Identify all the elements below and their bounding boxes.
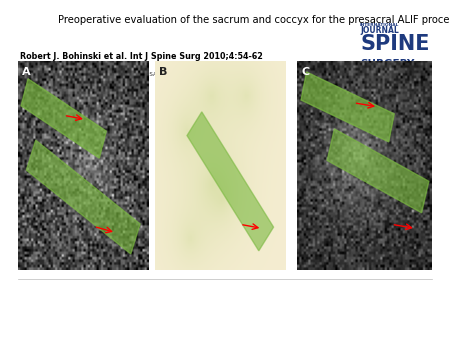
Text: INTERNATIONAL: INTERNATIONAL bbox=[360, 23, 400, 27]
Text: SPINE: SPINE bbox=[360, 34, 429, 54]
Text: © 2010 Published by Elsevier Inc. on behalf of SAS - The International Society f: © 2010 Published by Elsevier Inc. on beh… bbox=[20, 71, 255, 82]
Polygon shape bbox=[327, 129, 429, 213]
Text: Preoperative evaluation of the sacrum and coccyx for the presacral ALIF procedur: Preoperative evaluation of the sacrum an… bbox=[58, 15, 450, 25]
Polygon shape bbox=[27, 140, 140, 254]
Text: SURGERY: SURGERY bbox=[360, 59, 414, 69]
Text: JOURNAL: JOURNAL bbox=[360, 26, 399, 35]
Text: C: C bbox=[301, 67, 309, 77]
Polygon shape bbox=[21, 79, 106, 158]
Polygon shape bbox=[187, 112, 274, 251]
Polygon shape bbox=[301, 72, 394, 142]
Text: B: B bbox=[159, 67, 167, 77]
Text: A: A bbox=[22, 67, 31, 77]
Text: Robert J. Bohinski et al. Int J Spine Surg 2010;4:54-62: Robert J. Bohinski et al. Int J Spine Su… bbox=[20, 52, 263, 62]
